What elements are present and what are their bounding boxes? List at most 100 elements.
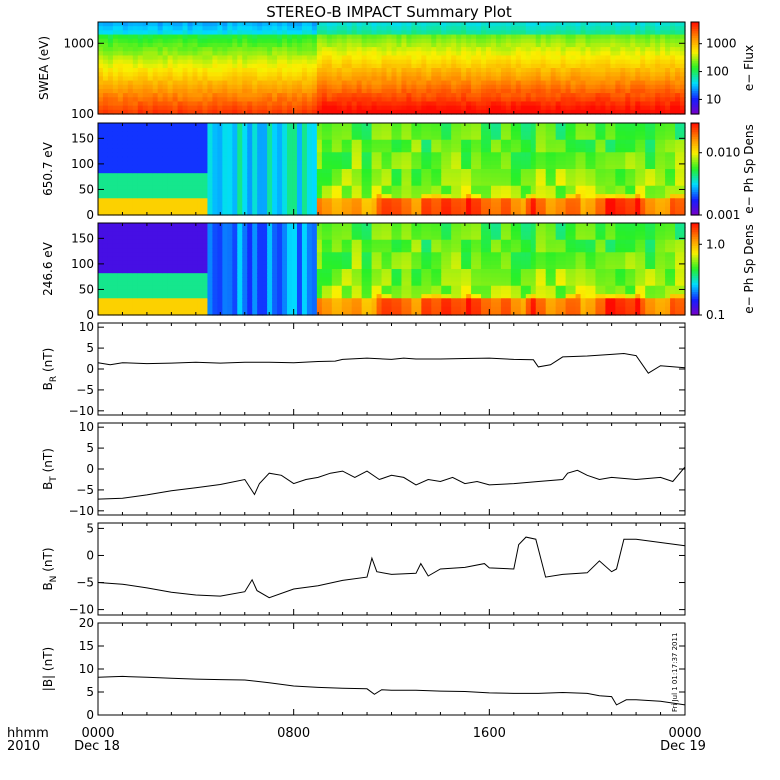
heat-cell bbox=[162, 194, 169, 199]
heat-cell bbox=[247, 160, 253, 166]
heat-cell bbox=[366, 123, 373, 128]
heat-cell bbox=[167, 38, 174, 44]
heat-cell bbox=[525, 42, 532, 48]
heat-cell bbox=[217, 143, 223, 149]
heat-cell bbox=[212, 101, 218, 107]
heat-cell bbox=[560, 26, 567, 31]
heat-cell bbox=[371, 30, 378, 36]
heat-cell bbox=[232, 131, 238, 137]
heat-cell bbox=[167, 123, 174, 128]
heat-cell bbox=[187, 76, 194, 82]
heat-cell bbox=[530, 93, 537, 98]
heat-cell bbox=[316, 173, 323, 178]
heat-cell bbox=[466, 80, 472, 86]
heat-cell bbox=[217, 63, 223, 69]
heat-cell bbox=[197, 51, 204, 57]
heat-cell bbox=[346, 135, 353, 141]
heat-cell bbox=[401, 164, 408, 170]
heat-cell bbox=[361, 55, 368, 61]
heat-cell bbox=[262, 185, 268, 191]
heat-cell bbox=[650, 30, 656, 36]
heat-cell bbox=[490, 185, 497, 191]
heat-cell bbox=[605, 156, 611, 162]
heat-cell bbox=[426, 127, 432, 132]
heat-cell bbox=[505, 173, 512, 178]
heat-cell bbox=[520, 38, 527, 44]
heat-cell bbox=[207, 93, 214, 98]
heat-cell bbox=[356, 38, 363, 44]
heat-cell bbox=[321, 189, 328, 195]
heat-cell bbox=[640, 34, 646, 40]
heat-cell bbox=[436, 210, 442, 216]
heat-cell bbox=[615, 123, 621, 128]
heat-cell bbox=[182, 164, 189, 170]
heat-cell bbox=[257, 189, 263, 195]
heat-cell bbox=[645, 59, 651, 65]
heat-cell bbox=[311, 97, 318, 103]
heat-cell bbox=[137, 101, 144, 107]
heat-cell bbox=[162, 88, 169, 94]
heat-cell bbox=[426, 101, 432, 107]
heat-cell bbox=[500, 131, 507, 137]
heat-cell bbox=[555, 177, 562, 183]
heat-cell bbox=[376, 164, 383, 170]
heat-cell bbox=[267, 109, 273, 115]
heat-cell bbox=[296, 55, 303, 61]
heat-cell bbox=[500, 34, 507, 40]
heat-cell bbox=[590, 30, 597, 36]
heat-cell bbox=[381, 148, 388, 153]
heat-cell bbox=[252, 72, 258, 77]
heat-cell bbox=[366, 72, 373, 77]
heat-cell bbox=[272, 55, 278, 61]
heat-cell bbox=[680, 47, 686, 52]
heat-cell bbox=[292, 68, 298, 73]
heat-cell bbox=[520, 139, 527, 145]
heat-cell bbox=[585, 177, 592, 183]
heat-cell bbox=[142, 123, 149, 128]
heat-cell bbox=[112, 177, 119, 183]
heat-cell bbox=[565, 30, 572, 36]
heat-cell bbox=[396, 185, 403, 191]
heat-cell bbox=[550, 47, 557, 52]
heat-cell bbox=[167, 55, 174, 61]
heat-cell bbox=[212, 206, 218, 212]
heat-cell bbox=[585, 63, 592, 69]
heat-cell bbox=[570, 88, 577, 94]
heat-cell bbox=[525, 93, 532, 98]
heat-cell bbox=[212, 72, 218, 77]
heat-cell bbox=[490, 148, 497, 153]
heat-cell bbox=[282, 206, 288, 212]
heat-cell bbox=[575, 148, 582, 153]
heat-cell bbox=[530, 181, 537, 187]
heat-cell bbox=[456, 93, 462, 98]
heat-cell bbox=[252, 105, 258, 111]
heat-cell bbox=[525, 47, 532, 52]
heat-cell bbox=[525, 59, 532, 65]
heat-cell bbox=[600, 97, 606, 103]
heat-cell bbox=[421, 210, 427, 216]
heat-cell bbox=[620, 42, 626, 48]
heat-cell bbox=[207, 101, 214, 107]
heat-cell bbox=[525, 185, 532, 191]
heat-cell bbox=[351, 131, 358, 137]
heat-cell bbox=[650, 26, 656, 31]
heat-cell bbox=[202, 22, 209, 27]
heat-cell bbox=[426, 72, 432, 77]
heat-cell bbox=[366, 202, 373, 208]
heat-cell bbox=[301, 148, 308, 153]
heat-cell bbox=[476, 68, 482, 73]
heat-cell bbox=[157, 63, 164, 69]
heat-cell bbox=[525, 34, 532, 40]
heat-cell bbox=[615, 76, 621, 82]
heat-cell bbox=[615, 88, 621, 94]
heat-cell bbox=[152, 88, 159, 94]
heat-cell bbox=[680, 55, 686, 61]
heat-cell bbox=[550, 80, 557, 86]
heat-cell bbox=[247, 55, 253, 61]
heat-cell bbox=[292, 198, 298, 204]
heat-cell bbox=[565, 206, 572, 212]
heat-cell bbox=[381, 156, 388, 162]
heat-cell bbox=[356, 105, 363, 111]
heat-cell bbox=[451, 152, 457, 158]
heat-cell bbox=[257, 55, 263, 61]
